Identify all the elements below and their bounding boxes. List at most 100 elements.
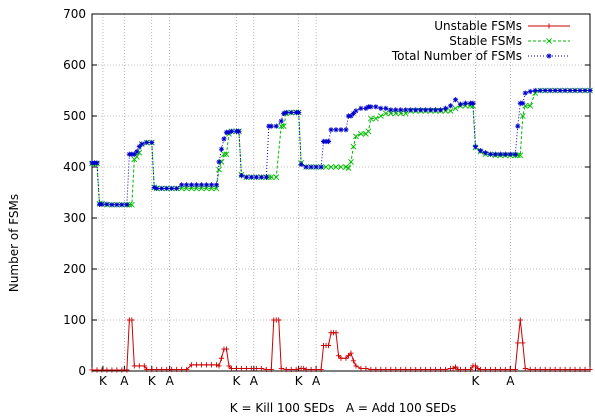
data-point xyxy=(462,366,469,373)
data-point xyxy=(298,161,304,168)
series-total-number-of-fsms xyxy=(89,87,593,208)
data-point xyxy=(512,151,518,157)
data-point xyxy=(542,87,548,94)
data-point xyxy=(557,87,563,94)
data-point xyxy=(303,164,309,170)
data-point xyxy=(365,128,372,135)
legend-entry: Total Number of FSMs xyxy=(391,49,570,63)
data-point xyxy=(164,185,170,192)
y-tick-label: 400 xyxy=(63,160,86,174)
data-point xyxy=(382,110,389,117)
data-point xyxy=(114,367,120,373)
data-point xyxy=(216,363,222,369)
data-point xyxy=(383,105,389,111)
data-point xyxy=(248,174,254,180)
data-point xyxy=(348,113,354,119)
data-point xyxy=(154,366,160,373)
data-point xyxy=(278,365,284,372)
data-point xyxy=(208,182,215,188)
data-point xyxy=(248,365,254,372)
data-point xyxy=(582,87,588,94)
data-point xyxy=(562,87,568,94)
data-point xyxy=(189,182,195,188)
data-point xyxy=(572,87,578,94)
data-point xyxy=(378,105,384,111)
data-point xyxy=(368,104,374,110)
x-tick-label: K xyxy=(295,374,304,388)
data-point xyxy=(136,363,142,369)
data-point xyxy=(482,366,489,373)
x-tick-label: A xyxy=(166,374,175,388)
data-point xyxy=(89,367,95,373)
data-point xyxy=(99,201,105,207)
data-point xyxy=(323,164,329,170)
data-point xyxy=(587,366,593,373)
data-point xyxy=(184,182,190,188)
legend-entry: Unstable FSMs xyxy=(434,19,570,33)
data-point xyxy=(276,317,282,323)
data-point xyxy=(283,109,289,116)
data-point xyxy=(487,151,493,157)
data-point xyxy=(532,366,538,373)
data-point xyxy=(216,159,222,165)
data-point xyxy=(104,201,110,207)
data-point xyxy=(408,107,414,113)
data-point xyxy=(343,127,349,133)
data-point xyxy=(482,150,489,156)
data-point xyxy=(94,160,100,166)
legend-label: Total Number of FSMs xyxy=(391,49,522,63)
data-point xyxy=(377,113,384,119)
x-tick-label: K xyxy=(99,374,108,388)
legend-label: Unstable FSMs xyxy=(434,19,522,33)
data-point xyxy=(423,107,429,113)
data-point xyxy=(502,151,508,157)
data-point xyxy=(131,363,137,369)
data-point xyxy=(174,366,180,373)
data-point xyxy=(233,365,240,372)
data-point xyxy=(345,353,352,359)
data-point xyxy=(418,107,424,113)
legend-marker xyxy=(546,23,552,29)
data-point xyxy=(301,365,307,372)
data-point xyxy=(109,367,115,373)
data-point xyxy=(213,182,220,188)
data-point xyxy=(268,174,275,181)
data-point xyxy=(136,144,142,150)
data-point xyxy=(457,101,464,107)
data-point xyxy=(226,129,232,135)
data-point xyxy=(243,365,249,372)
data-point xyxy=(131,151,137,157)
data-point xyxy=(487,366,493,373)
data-point xyxy=(567,366,573,373)
x-axis-label: K = Kill 100 SEDs A = Add 100 SEDs xyxy=(230,401,456,415)
data-point xyxy=(368,366,374,373)
data-point xyxy=(94,367,100,373)
data-point xyxy=(114,202,120,208)
data-point xyxy=(537,366,543,373)
data-point xyxy=(353,108,359,114)
x-tick-label: A xyxy=(120,374,129,388)
data-point xyxy=(179,366,185,373)
data-point xyxy=(532,87,538,94)
data-point xyxy=(467,366,474,373)
data-point xyxy=(179,182,185,188)
x-tick-label: A xyxy=(506,374,515,388)
data-point xyxy=(517,317,523,323)
data-point xyxy=(442,366,449,373)
data-point xyxy=(345,165,352,171)
data-point xyxy=(433,107,439,113)
data-point xyxy=(203,182,210,188)
data-point xyxy=(338,127,344,133)
data-point xyxy=(472,144,479,150)
data-point xyxy=(313,164,319,170)
data-point xyxy=(119,202,125,208)
data-point xyxy=(335,353,342,359)
data-point xyxy=(587,87,593,94)
data-point xyxy=(423,366,429,373)
data-point xyxy=(159,185,165,192)
data-point xyxy=(141,363,147,369)
data-point xyxy=(497,366,503,373)
data-point xyxy=(353,133,359,140)
